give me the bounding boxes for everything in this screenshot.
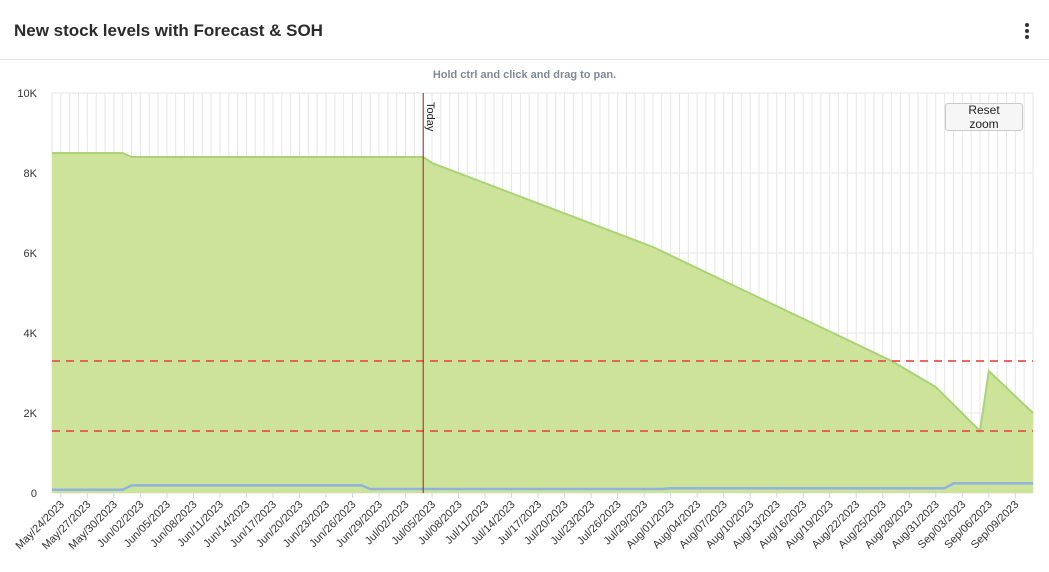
y-tick-label: 8K	[24, 168, 38, 180]
panel-title: New stock levels with Forecast & SOH	[14, 21, 323, 40]
y-tick-label: 10K	[17, 88, 37, 100]
reset-zoom-button[interactable]: Reset zoom	[945, 103, 1023, 131]
today-label: Today	[424, 102, 436, 132]
more-vertical-icon[interactable]	[1019, 22, 1035, 42]
y-tick-label: 2K	[24, 408, 38, 420]
chart-svg[interactable]: 02K4K6K8K10KTodayMay/24/2023May/27/2023M…	[0, 80, 1049, 567]
y-tick-label: 6K	[24, 248, 38, 260]
soh-line	[52, 482, 1033, 492]
forecast-line	[52, 152, 1034, 434]
stock-chart[interactable]: 0 2K 4K 6K 8K 10K Today May/24/2023 May/27/2023 M…	[0, 80, 1049, 572]
forecast-area	[52, 153, 1033, 493]
pan-hint: Hold ctrl and click and drag to pan.	[432, 69, 617, 81]
panel-header: New stock levels with Forecast & SOH	[0, 0, 1049, 60]
y-tick-label: 0	[31, 488, 37, 500]
y-tick-label: 4K	[24, 328, 38, 340]
